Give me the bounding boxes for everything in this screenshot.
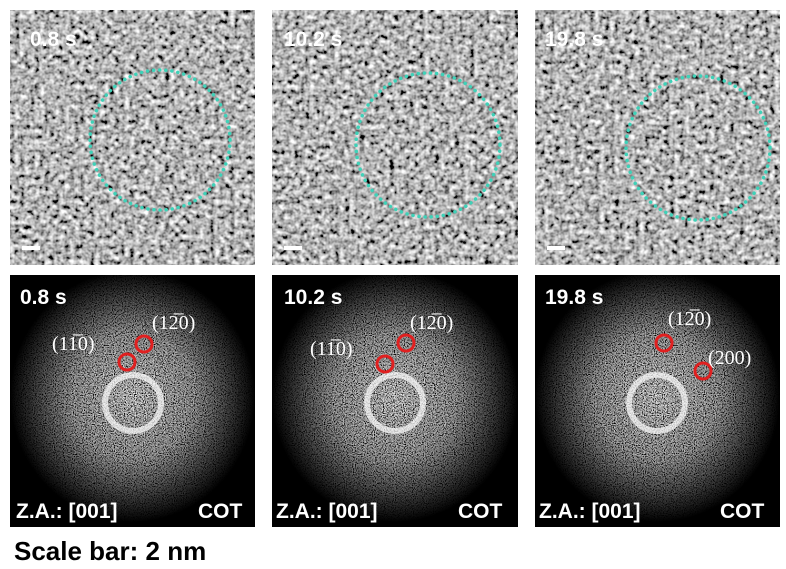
miller-index: (12̅0) (152, 312, 195, 334)
figure: 0.8 s 10.2 s 19.8 s 0.8 s (12̅0) (11̅0) … (0, 0, 786, 569)
miller-index: (12̅0) (668, 308, 711, 330)
time-label: 0.8 s (20, 286, 67, 309)
caption: Scale bar: 2 nm (14, 536, 206, 566)
tem-panel: 0.8 s (10, 10, 255, 265)
tem-panel: 19.8 s (535, 10, 780, 265)
time-label: 10.2 s (284, 28, 342, 51)
miller-index: (12̅0) (410, 312, 453, 334)
method: COT (198, 500, 243, 523)
tem-panel: 10.2 s (272, 10, 518, 265)
time-label: 10.2 s (284, 286, 342, 309)
miller-index: (11̅0) (52, 333, 95, 355)
method: COT (458, 500, 503, 523)
zone-axis: Z.A.: [001] (539, 500, 641, 523)
time-label: 0.8 s (30, 28, 77, 51)
time-label: 19.8 s (545, 286, 603, 309)
time-label: 19.8 s (545, 28, 603, 51)
miller-index: (200) (708, 347, 751, 369)
method: COT (720, 500, 765, 523)
zone-axis: Z.A.: [001] (276, 500, 378, 523)
zone-axis: Z.A.: [001] (16, 500, 118, 523)
miller-index: (11̅0) (310, 338, 353, 360)
